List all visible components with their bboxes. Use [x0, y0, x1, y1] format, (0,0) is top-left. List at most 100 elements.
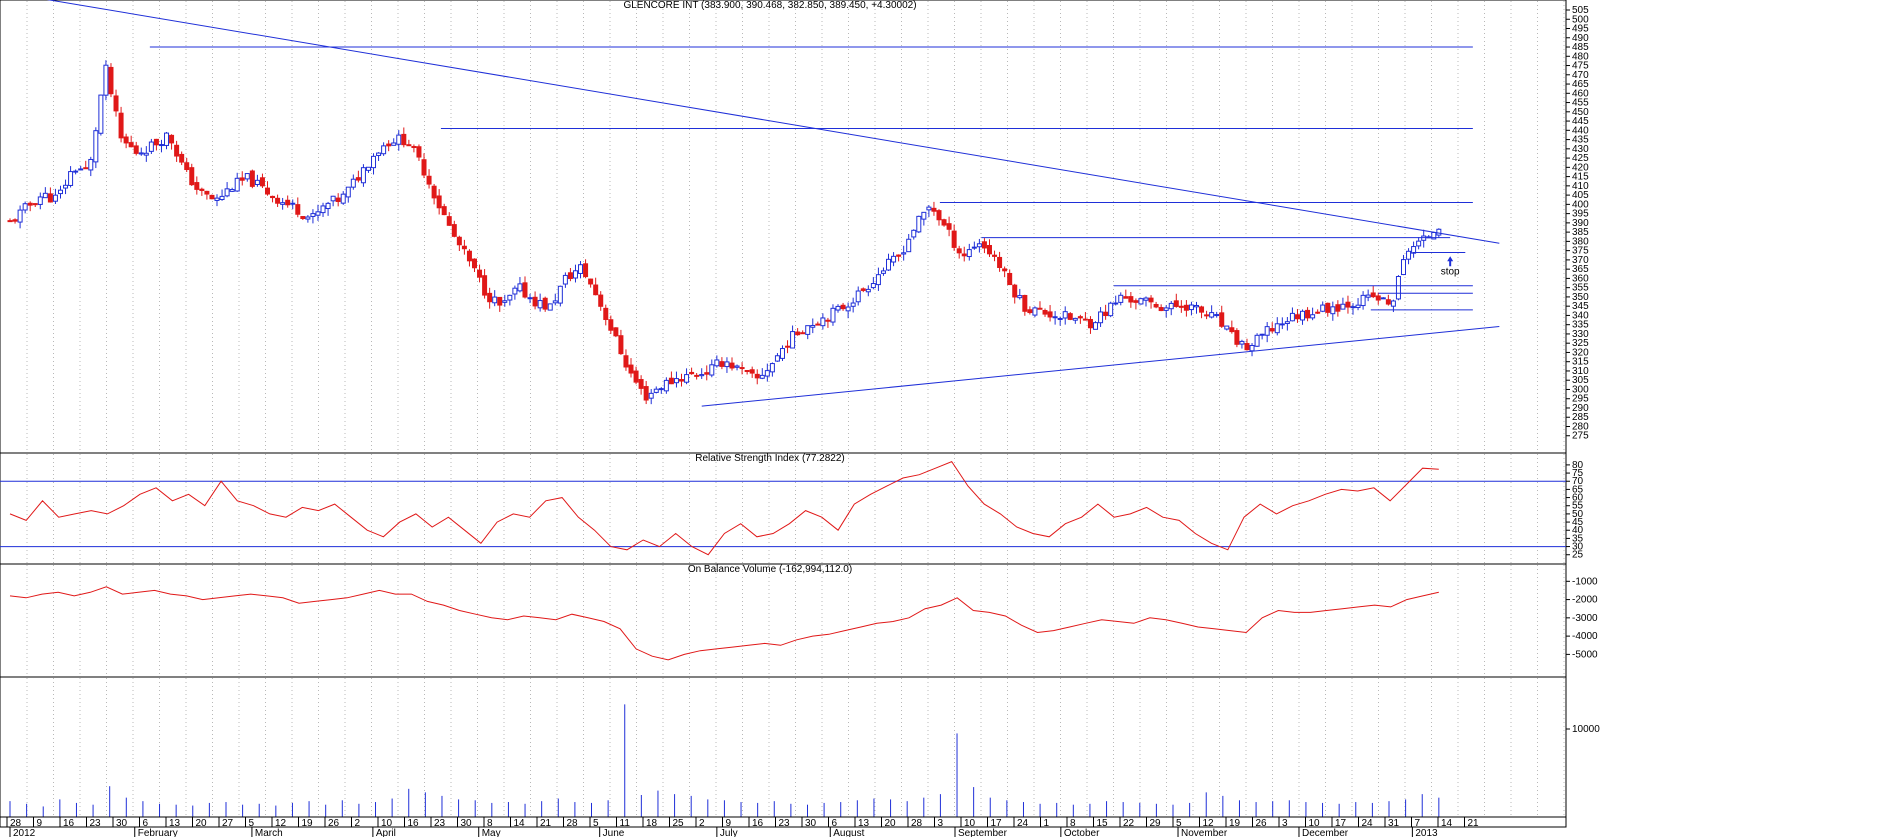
candle-body: [709, 364, 715, 376]
candle-body: [204, 190, 210, 195]
price-tick-label: 280: [1572, 421, 1589, 432]
candle-body: [391, 142, 397, 146]
candle: [673, 371, 679, 388]
candle-body: [249, 170, 255, 187]
candle: [850, 297, 856, 313]
candle: [27, 201, 33, 212]
candle-body: [350, 178, 356, 188]
candle: [325, 201, 331, 216]
candle-body: [1067, 313, 1073, 320]
candle: [471, 258, 477, 273]
x-day-label: 14: [1441, 818, 1453, 829]
candle-body: [941, 219, 947, 226]
x-day-label: 10: [1309, 818, 1321, 829]
x-month-label: October: [1064, 828, 1100, 837]
candle-body: [754, 373, 760, 379]
candle-body: [1012, 284, 1018, 298]
price-tick-label: 355: [1572, 283, 1589, 294]
obv-line: [9, 586, 1439, 661]
candle: [365, 166, 371, 173]
candle: [926, 205, 932, 218]
candle: [1375, 292, 1381, 305]
price-tick-label: 455: [1572, 98, 1589, 109]
candle: [1042, 308, 1048, 317]
candle: [401, 127, 407, 148]
candle-body: [1118, 294, 1124, 303]
x-day-label: 1: [1044, 818, 1050, 829]
x-month-label: 2013: [1415, 828, 1438, 837]
candle: [966, 243, 972, 261]
x-day-label: 7: [1415, 818, 1421, 829]
candle: [1279, 317, 1285, 330]
price-tick-label: 340: [1572, 310, 1589, 321]
candle-body: [345, 186, 351, 198]
candle-body: [199, 188, 205, 191]
price-tick-label: 275: [1572, 431, 1589, 442]
candle-body: [729, 362, 735, 369]
candle: [300, 216, 306, 221]
candle: [1330, 301, 1336, 321]
x-day-label: 3: [938, 818, 944, 829]
candle: [275, 194, 281, 207]
candle-body: [12, 219, 18, 222]
candle: [174, 140, 180, 162]
candle: [1148, 295, 1154, 309]
candle: [1143, 296, 1149, 307]
x-day-label: 13: [169, 818, 181, 829]
candle-body: [850, 302, 856, 307]
candle: [1315, 309, 1321, 314]
candle: [340, 191, 346, 205]
candle-body: [330, 195, 336, 202]
candle: [209, 194, 215, 200]
candle: [17, 205, 23, 229]
candle: [714, 355, 720, 368]
candle-body: [744, 369, 750, 372]
candle: [1057, 316, 1063, 326]
candle: [951, 224, 957, 251]
candle: [305, 215, 311, 223]
candle: [562, 272, 568, 288]
candle-body: [759, 374, 765, 379]
candle-body: [1350, 306, 1356, 309]
indicator-tick-label: 35: [1572, 533, 1584, 544]
x-day-label: 28: [567, 818, 579, 829]
x-day-label: 26: [328, 818, 340, 829]
candle-body: [1370, 292, 1376, 298]
candle-body: [1259, 333, 1265, 336]
candle: [118, 106, 124, 143]
x-day-label: 24: [1362, 818, 1374, 829]
candle: [643, 380, 649, 405]
candle: [502, 294, 508, 307]
candle: [517, 277, 523, 293]
x-month-label: April: [376, 828, 396, 837]
candle: [658, 387, 664, 394]
candle-body: [830, 307, 836, 323]
candle-body: [335, 197, 341, 203]
candle-body: [42, 192, 48, 199]
x-day-label: 17: [991, 818, 1003, 829]
candle-body: [492, 296, 498, 304]
candle: [7, 218, 13, 223]
candle-body: [224, 188, 230, 197]
candle-body: [158, 144, 164, 147]
candle-body: [845, 306, 851, 312]
candle-body: [103, 64, 109, 96]
candle-body: [870, 283, 876, 289]
candle: [1300, 309, 1306, 325]
candle: [1289, 307, 1295, 322]
candle-body: [229, 189, 235, 192]
candle-body: [487, 292, 493, 303]
x-day-label: 25: [673, 818, 685, 829]
candle-body: [22, 203, 28, 211]
candle-body: [734, 365, 740, 368]
candle: [567, 268, 573, 282]
candle-body: [83, 167, 89, 170]
candle: [482, 269, 488, 299]
candle: [557, 285, 563, 307]
obv-title: On Balance Volume (-162,994,112.0): [688, 564, 852, 575]
candle-body: [694, 374, 700, 377]
candle: [1067, 312, 1073, 321]
candle: [37, 192, 43, 210]
x-day-label: 28: [10, 818, 22, 829]
candle: [335, 193, 341, 207]
